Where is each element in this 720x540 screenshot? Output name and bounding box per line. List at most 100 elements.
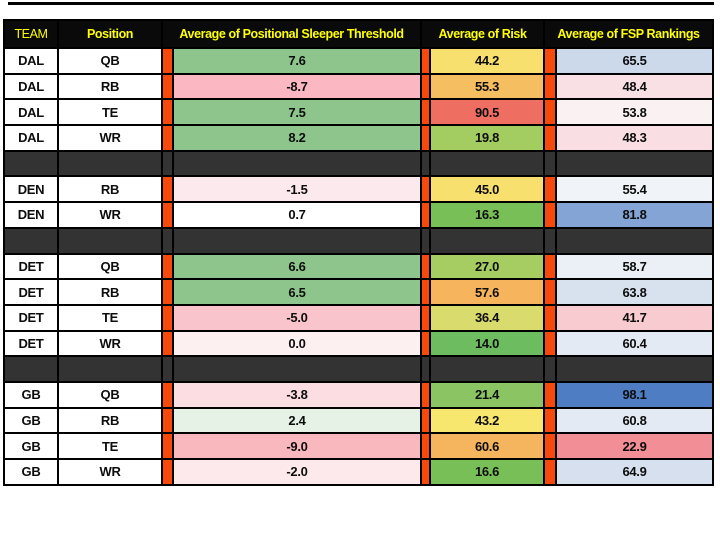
risk-value-cell: 90.5	[429, 98, 545, 127]
risk-value-cell: 57.6	[429, 278, 545, 306]
stripe-cell	[543, 380, 557, 409]
stripe-cell	[543, 124, 557, 152]
sleeper-value-cell: -8.7	[172, 72, 422, 101]
position-cell: QB	[57, 380, 163, 409]
separator-row	[3, 355, 714, 383]
position-cell: WR	[57, 201, 163, 229]
sleeper-value-cell: -5.0	[172, 303, 422, 332]
stripe-cell	[420, 252, 431, 281]
fsp-value-cell: 48.3	[555, 124, 714, 152]
stripe-cell	[543, 98, 557, 127]
fsp-value-cell: 64.9	[555, 458, 714, 486]
fsp-value-cell: 98.1	[555, 380, 714, 409]
team-cell: DET	[3, 303, 59, 332]
separator-cell	[3, 226, 59, 255]
risk-value-cell: 16.6	[429, 458, 545, 486]
stripe-cell	[161, 98, 174, 127]
stripe-cell	[161, 406, 174, 435]
separator-cell	[543, 355, 557, 383]
stripe-cell	[420, 175, 431, 204]
team-cell: DAL	[3, 98, 59, 127]
sleeper-value-cell: 7.6	[172, 47, 422, 75]
sleeper-value-cell: 0.0	[172, 329, 422, 358]
stripe-cell	[543, 47, 557, 75]
stripe-cell	[161, 432, 174, 460]
fsp-value-cell: 81.8	[555, 201, 714, 229]
stripe-cell	[420, 201, 431, 229]
team-cell: DAL	[3, 47, 59, 75]
table-row: GB WR -2.0 16.6 64.9	[3, 458, 714, 486]
separator-cell	[429, 149, 545, 178]
risk-value-cell: 14.0	[429, 329, 545, 358]
separator-cell	[57, 226, 163, 255]
stripe-cell	[543, 175, 557, 204]
stripe-cell	[161, 303, 174, 332]
stripe-cell	[420, 72, 431, 101]
risk-value-cell: 21.4	[429, 380, 545, 409]
stripe-cell	[420, 329, 431, 358]
table-row: DET TE -5.0 36.4 41.7	[3, 303, 714, 332]
sleeper-value-cell: 6.6	[172, 252, 422, 281]
table-row: DAL WR 8.2 19.8 48.3	[3, 124, 714, 152]
header-team: TEAM	[3, 19, 59, 49]
separator-cell	[3, 149, 59, 178]
sleeper-value-cell: 7.5	[172, 98, 422, 127]
position-cell: TE	[57, 432, 163, 460]
stripe-cell	[543, 406, 557, 435]
sleeper-value-cell: -1.5	[172, 175, 422, 204]
separator-cell	[420, 355, 431, 383]
risk-value-cell: 45.0	[429, 175, 545, 204]
risk-value-cell: 19.8	[429, 124, 545, 152]
stripe-cell	[161, 47, 174, 75]
fsp-value-cell: 65.5	[555, 47, 714, 75]
team-cell: GB	[3, 380, 59, 409]
fsp-value-cell: 58.7	[555, 252, 714, 281]
position-cell: QB	[57, 47, 163, 75]
risk-value-cell: 44.2	[429, 47, 545, 75]
stripe-cell	[420, 303, 431, 332]
team-cell: DEN	[3, 201, 59, 229]
stripe-cell	[161, 329, 174, 358]
stripe-cell	[161, 175, 174, 204]
stripe-cell	[420, 380, 431, 409]
header-position: Position	[57, 19, 163, 49]
stripe-cell	[420, 98, 431, 127]
position-cell: TE	[57, 98, 163, 127]
separator-cell	[543, 149, 557, 178]
separator-cell	[555, 355, 714, 383]
separator-cell	[555, 149, 714, 178]
stripe-cell	[543, 432, 557, 460]
stripe-cell	[161, 458, 174, 486]
separator-cell	[57, 355, 163, 383]
team-cell: DET	[3, 278, 59, 306]
table-row: GB TE -9.0 60.6 22.9	[3, 432, 714, 460]
team-cell: DAL	[3, 72, 59, 101]
team-cell: DET	[3, 329, 59, 358]
position-cell: TE	[57, 303, 163, 332]
position-cell: WR	[57, 124, 163, 152]
stripe-cell	[543, 278, 557, 306]
stripe-cell	[543, 72, 557, 101]
stripe-cell	[161, 124, 174, 152]
risk-value-cell: 16.3	[429, 201, 545, 229]
risk-value-cell: 55.3	[429, 72, 545, 101]
fsp-value-cell: 60.4	[555, 329, 714, 358]
stripe-cell	[420, 124, 431, 152]
stripe-cell	[543, 303, 557, 332]
stripe-cell	[420, 406, 431, 435]
fsp-value-cell: 55.4	[555, 175, 714, 204]
stripe-cell	[543, 458, 557, 486]
separator-cell	[161, 226, 174, 255]
stripe-cell	[161, 252, 174, 281]
separator-row	[3, 149, 714, 178]
sleeper-value-cell: -3.8	[172, 380, 422, 409]
pivot-table: TEAM Position Average of Positional Slee…	[3, 19, 714, 486]
header-row: TEAM Position Average of Positional Slee…	[3, 19, 714, 49]
position-cell: WR	[57, 329, 163, 358]
separator-row	[3, 226, 714, 255]
position-cell: RB	[57, 175, 163, 204]
stripe-cell	[420, 47, 431, 75]
table-row: DEN RB -1.5 45.0 55.4	[3, 175, 714, 204]
position-cell: RB	[57, 406, 163, 435]
stripe-cell	[161, 201, 174, 229]
